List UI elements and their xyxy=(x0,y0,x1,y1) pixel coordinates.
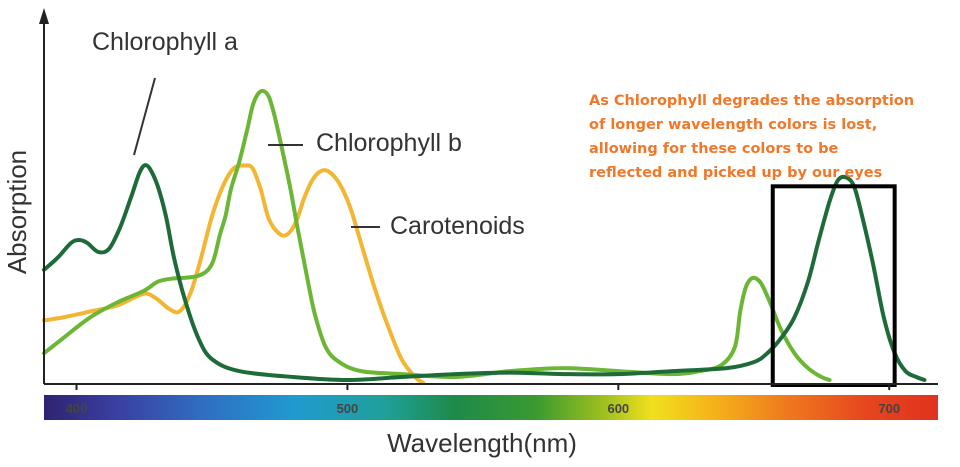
x-tick-label-500: 500 xyxy=(337,401,359,416)
x-tick-label-600: 600 xyxy=(607,401,629,416)
degradation-annotation: As Chlorophyll degrades the absorption o… xyxy=(589,89,957,185)
spectrum-color-bar xyxy=(44,395,938,420)
y-axis-label: Absorption xyxy=(2,150,32,274)
x-tick-label-700: 700 xyxy=(878,401,900,416)
series-label-carotenoids: Carotenoids xyxy=(390,212,525,240)
x-ticks-group: 400 500 600 700 xyxy=(66,384,900,416)
annotation-line-2: of longer wavelength colors is lost, xyxy=(589,117,878,133)
x-tick-label-400: 400 xyxy=(66,401,88,416)
annotation-line-3: allowing for these colors to be xyxy=(589,141,839,157)
x-axis-label: Wavelength(nm) xyxy=(387,428,577,458)
series-line-carotenoids xyxy=(42,163,426,385)
leader-line-chlorophyll-a xyxy=(133,77,156,156)
series-line-chlorophyll-b xyxy=(42,88,832,382)
series-line-chlorophyll-a xyxy=(42,163,927,382)
series-label-chlorophyll-a: Chlorophyll a xyxy=(92,28,238,56)
series-label-chlorophyll-b: Chlorophyll b xyxy=(316,129,462,157)
curves-group xyxy=(42,88,927,385)
annotation-line-1: As Chlorophyll degrades the absorption xyxy=(589,93,915,109)
annotation-line-4: reflected and picked up by our eyes xyxy=(589,165,883,181)
y-axis-arrow xyxy=(39,8,49,24)
